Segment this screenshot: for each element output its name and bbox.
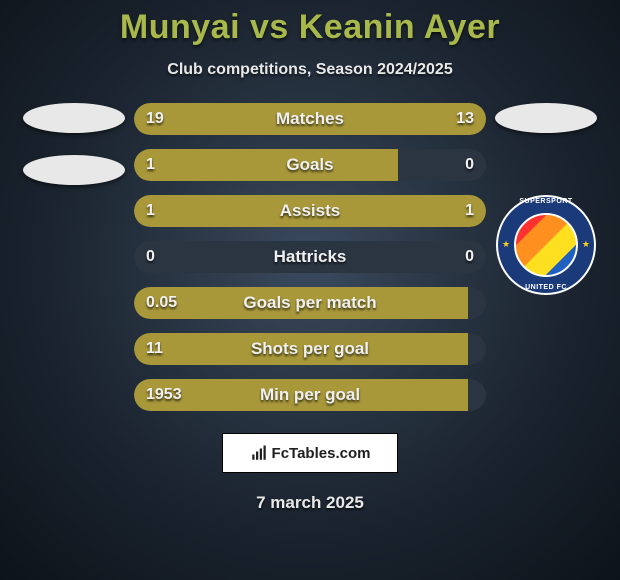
stat-row: 11Shots per goal bbox=[134, 333, 486, 365]
footer-date: 7 march 2025 bbox=[256, 493, 364, 513]
stat-row: 10Goals bbox=[134, 149, 486, 181]
stat-row: 1953Min per goal bbox=[134, 379, 486, 411]
stat-row: 1913Matches bbox=[134, 103, 486, 135]
stat-left-value: 1 bbox=[146, 195, 155, 227]
page-title: Munyai vs Keanin Ayer bbox=[120, 8, 500, 47]
bar-left-fill bbox=[134, 149, 398, 181]
bar-left-fill bbox=[134, 379, 468, 411]
brand-box[interactable]: FcTables.com bbox=[222, 433, 398, 473]
right-player-avatar-placeholder bbox=[495, 103, 597, 133]
bar-left-fill bbox=[134, 333, 468, 365]
stats-area: 1913Matches10Goals11Assists00Hattricks0.… bbox=[0, 103, 620, 411]
left-club-badge-placeholder bbox=[23, 155, 125, 185]
stat-right-value: 0 bbox=[465, 149, 474, 181]
stat-left-value: 0 bbox=[146, 241, 155, 273]
stat-bars: 1913Matches10Goals11Assists00Hattricks0.… bbox=[134, 103, 486, 411]
star-icon: ★ bbox=[582, 239, 590, 250]
bar-track bbox=[134, 241, 486, 273]
bar-left-fill bbox=[134, 195, 310, 227]
stat-row: 0.05Goals per match bbox=[134, 287, 486, 319]
bar-left-fill bbox=[134, 103, 342, 135]
stat-left-value: 11 bbox=[146, 333, 163, 365]
star-icon: ★ bbox=[502, 239, 510, 250]
badge-top-text: SUPERSPORT bbox=[496, 198, 596, 205]
left-player-col bbox=[14, 103, 134, 207]
stat-row: 00Hattricks bbox=[134, 241, 486, 273]
stat-left-value: 0.05 bbox=[146, 287, 177, 319]
bar-left-fill bbox=[134, 287, 468, 319]
stat-right-value: 13 bbox=[456, 103, 474, 135]
stat-right-value: 0 bbox=[465, 241, 474, 273]
page-subtitle: Club competitions, Season 2024/2025 bbox=[167, 61, 452, 79]
brand-text: FcTables.com bbox=[272, 445, 371, 462]
badge-bottom-text: UNITED FC bbox=[496, 284, 596, 291]
stat-left-value: 19 bbox=[146, 103, 164, 135]
left-player-avatar-placeholder bbox=[23, 103, 125, 133]
stat-right-value: 1 bbox=[465, 195, 474, 227]
badge-inner bbox=[514, 213, 578, 277]
right-player-col: SUPERSPORT UNITED FC ★ ★ bbox=[486, 103, 606, 295]
bar-right-fill bbox=[310, 195, 486, 227]
stat-row: 11Assists bbox=[134, 195, 486, 227]
stat-left-value: 1 bbox=[146, 149, 155, 181]
stat-left-value: 1953 bbox=[146, 379, 182, 411]
chart-icon bbox=[250, 444, 268, 462]
right-club-badge: SUPERSPORT UNITED FC ★ ★ bbox=[496, 195, 596, 295]
content-root: Munyai vs Keanin Ayer Club competitions,… bbox=[0, 0, 620, 580]
